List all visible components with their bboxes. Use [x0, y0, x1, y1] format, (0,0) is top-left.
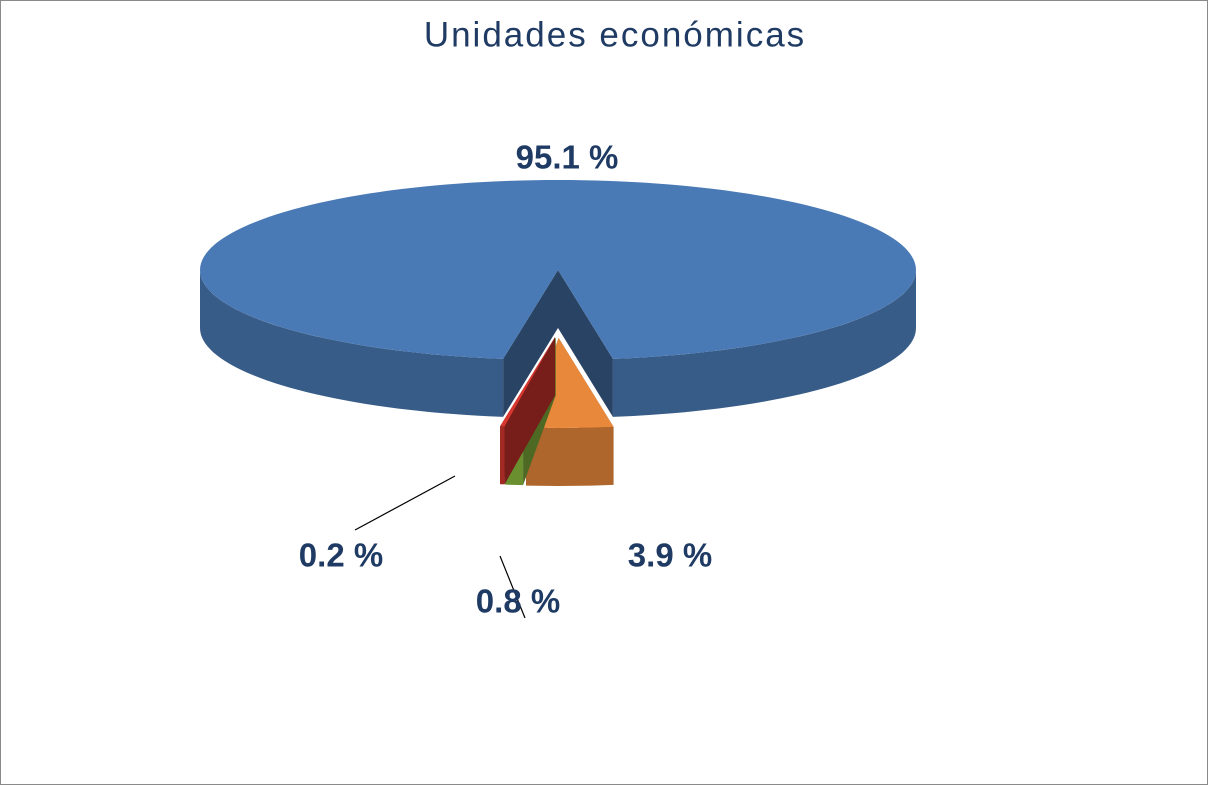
pie-slice: [200, 180, 916, 417]
leader-line: [499, 555, 526, 619]
slice-wall: [503, 270, 558, 417]
slice-side: [612, 270, 916, 417]
slice-side: [526, 426, 614, 486]
leader-line: [354, 475, 456, 531]
data-label: 95.1 %: [516, 139, 619, 176]
slice-side: [200, 270, 504, 417]
data-label: 0.2 %: [299, 537, 383, 574]
chart-title: Unidades económicas: [424, 15, 806, 54]
data-label: 0.8 %: [476, 583, 560, 620]
data-label: 3.9 %: [628, 537, 712, 574]
slice-wall: [500, 337, 555, 485]
slice-wall: [558, 270, 613, 417]
slice-top: [500, 337, 555, 427]
slice-side: [500, 426, 505, 485]
slice-top: [200, 180, 916, 359]
pie-slice: [500, 337, 555, 485]
